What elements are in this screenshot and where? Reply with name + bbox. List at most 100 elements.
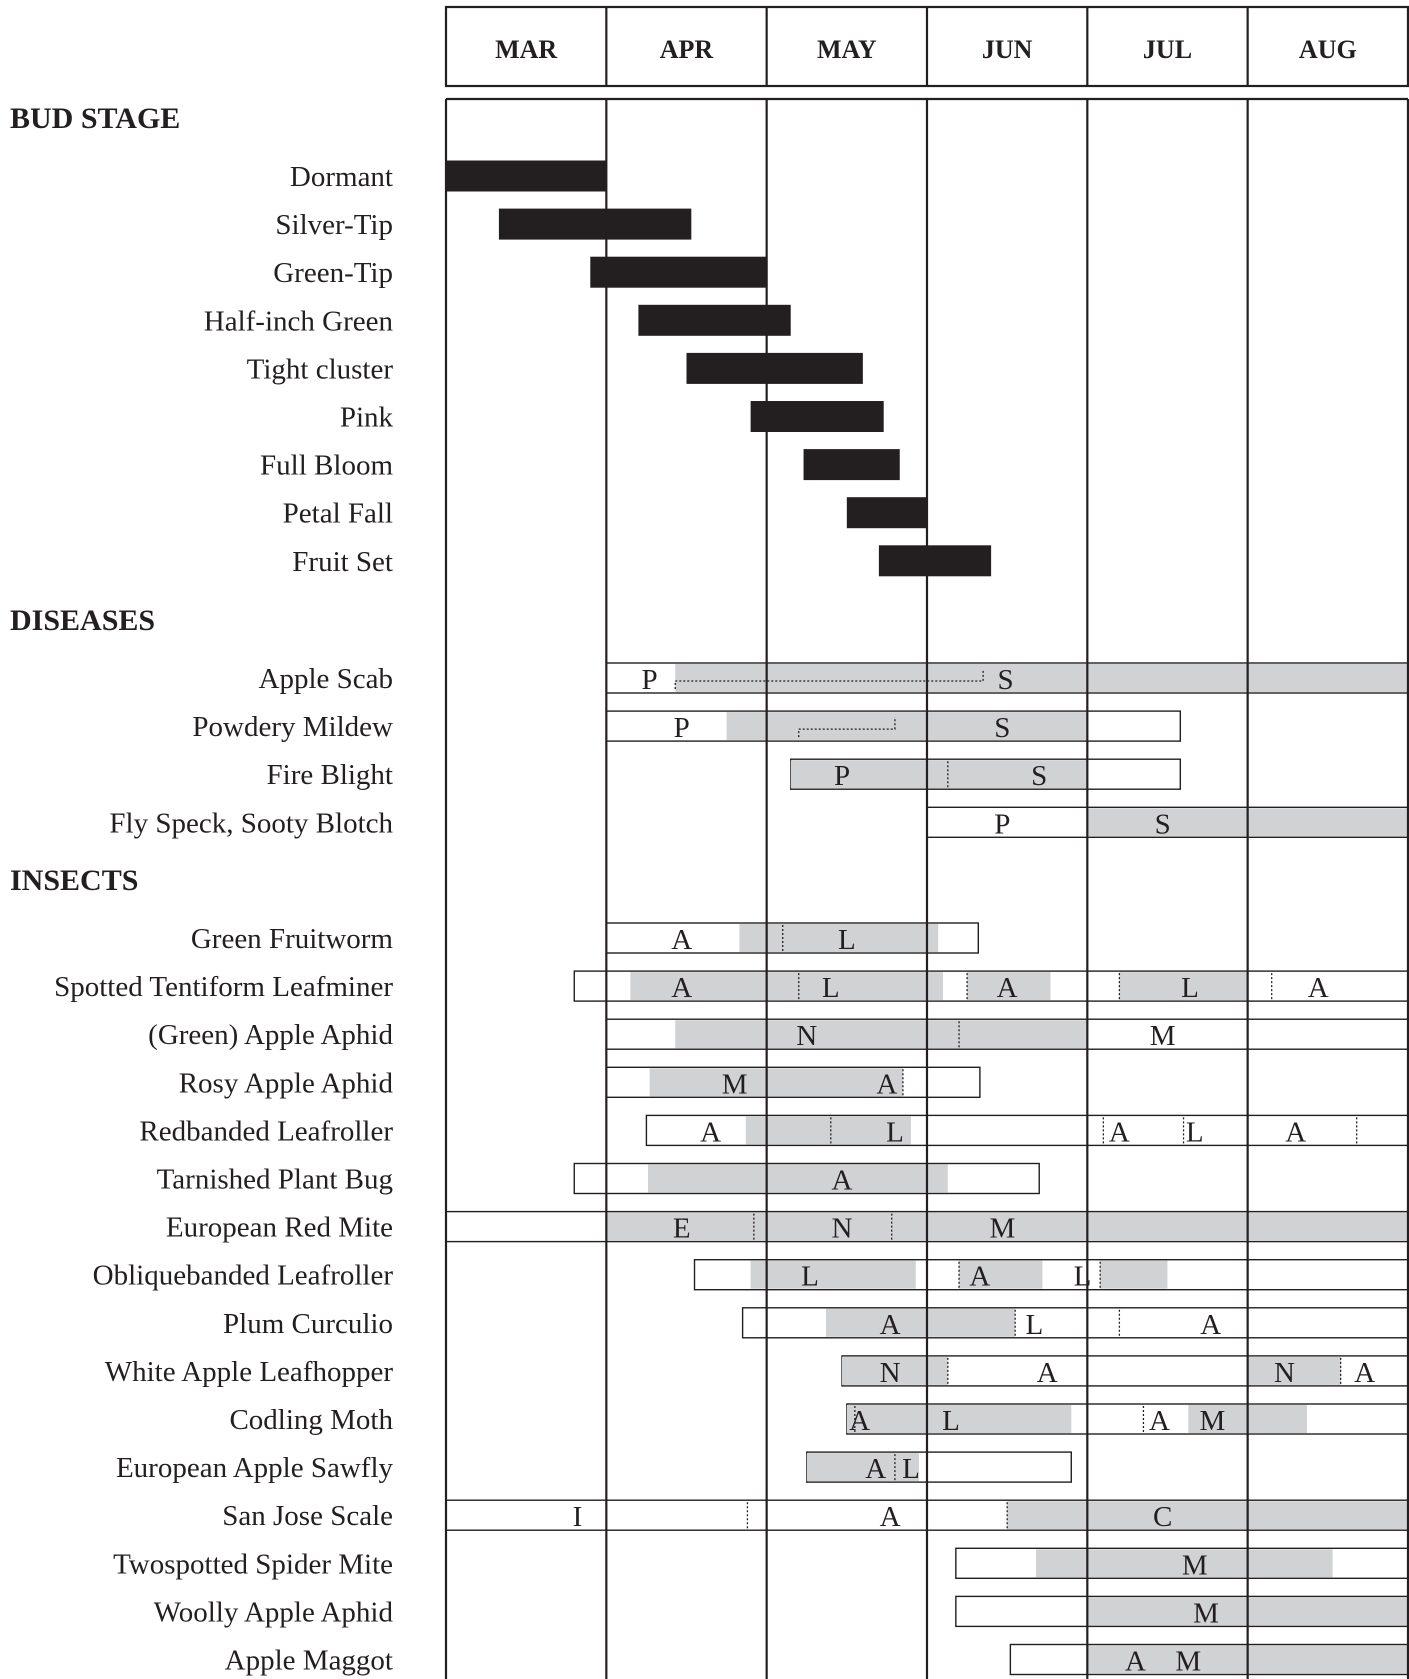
bud-stage-bar xyxy=(846,497,927,529)
month-label-aug: AUG xyxy=(1299,35,1357,64)
active-period-segment xyxy=(959,1260,1043,1289)
row-label: Obliquebanded Leafroller xyxy=(93,1260,394,1292)
stage-letter: S xyxy=(1155,808,1171,840)
stage-letter: M xyxy=(1175,1646,1201,1678)
stage-letter: N xyxy=(880,1357,901,1389)
stage-letter: L xyxy=(1074,1261,1092,1293)
stage-letter: A xyxy=(997,972,1018,1004)
bud-stage-bar xyxy=(446,160,607,192)
row-label: Pink xyxy=(340,402,394,434)
stage-letter: A xyxy=(671,924,692,956)
row-label: Silver-Tip xyxy=(275,209,393,241)
month-label-may: MAY xyxy=(817,35,877,64)
row-label: Spotted Tentiform Leafminer xyxy=(54,971,393,1003)
infection-step-line xyxy=(674,669,984,689)
stage-letter: C xyxy=(1153,1501,1172,1533)
row-label: European Red Mite xyxy=(166,1212,393,1244)
stage-letter: M xyxy=(1150,1020,1176,1052)
stage-letter: N xyxy=(1274,1357,1295,1389)
active-period-segment xyxy=(630,972,944,1001)
row-label: Full Bloom xyxy=(260,450,393,482)
stage-letter: M xyxy=(1193,1597,1219,1629)
active-period-segment xyxy=(967,972,1051,1001)
active-period-segment xyxy=(842,1356,948,1385)
active-period-segment xyxy=(1007,1501,1408,1530)
active-period-segment xyxy=(675,664,1408,692)
active-period-segment xyxy=(606,1212,1408,1241)
section-title: INSECTS xyxy=(10,864,138,897)
stage-letter: A xyxy=(671,972,692,1004)
active-period-segment xyxy=(846,1405,1072,1433)
stage-letter: S xyxy=(997,664,1013,696)
row-label: Codling Moth xyxy=(229,1404,393,1436)
stage-letter: A xyxy=(865,1453,886,1485)
active-period-segment xyxy=(745,1116,911,1145)
stage-letter: P xyxy=(674,712,690,744)
active-period-segment xyxy=(1119,972,1248,1001)
row-label: European Apple Sawfly xyxy=(116,1452,394,1484)
stage-letter: L xyxy=(822,972,840,1004)
stage-letter: A xyxy=(849,1405,870,1437)
text-layer: MAR APR MAY JUN JUL AUG BUD STAGE Dormant Silver… xyxy=(10,35,1375,1678)
stage-letter: L xyxy=(801,1261,819,1293)
stage-letter: A xyxy=(1308,972,1329,1004)
grid-layer xyxy=(444,5,1409,1679)
active-period-segment xyxy=(750,1260,916,1289)
active-period-segment xyxy=(1100,1260,1168,1289)
stage-letter: M xyxy=(722,1068,748,1100)
row-label: Tight cluster xyxy=(247,353,394,385)
stage-letter: A xyxy=(1354,1357,1375,1389)
bud-stage-bar xyxy=(686,352,863,384)
row-label: Half-inch Green xyxy=(204,305,394,337)
bud-stage-bar xyxy=(803,449,900,481)
stage-letter: P xyxy=(834,760,850,792)
row-label: San Jose Scale xyxy=(222,1500,393,1532)
active-period-segment xyxy=(739,924,939,952)
bud-stage-bar xyxy=(638,304,791,336)
stage-letter: M xyxy=(989,1213,1015,1245)
active-period-segment xyxy=(1036,1549,1333,1578)
row-label: Rosy Apple Aphid xyxy=(179,1067,394,1099)
stage-letter: S xyxy=(1031,760,1047,792)
active-period-segment xyxy=(806,1453,919,1482)
active-period-segment xyxy=(649,1068,903,1097)
stage-letter: L xyxy=(1181,972,1199,1004)
stage-letter: S xyxy=(994,712,1010,744)
bars-layer xyxy=(445,160,1409,1676)
stage-letter: L xyxy=(1026,1309,1044,1341)
month-label-apr: APR xyxy=(660,35,714,64)
stage-letter: M xyxy=(1199,1405,1225,1437)
stage-letter: L xyxy=(838,924,856,956)
stage-letter: A xyxy=(880,1501,901,1533)
row-label: Woolly Apple Aphid xyxy=(154,1596,394,1628)
row-label: Apple Maggot xyxy=(225,1645,393,1677)
row-label: Redbanded Leafroller xyxy=(139,1115,393,1147)
stage-letter: P xyxy=(642,664,658,696)
stage-letter: A xyxy=(880,1309,901,1341)
stage-letter: A xyxy=(1109,1116,1130,1148)
stage-letter: A xyxy=(1125,1646,1146,1678)
active-period-segment xyxy=(790,760,1088,789)
stage-letter: L xyxy=(1186,1116,1204,1148)
stage-letter: N xyxy=(832,1213,853,1245)
stage-letter: P xyxy=(994,808,1010,840)
row-label: Green-Tip xyxy=(273,257,393,289)
stage-letter: N xyxy=(796,1020,817,1052)
month-label-jul: JUL xyxy=(1143,35,1192,64)
row-label: Fire Blight xyxy=(267,759,393,791)
row-label: Tarnished Plant Bug xyxy=(157,1164,393,1196)
row-label: Plum Curculio xyxy=(223,1308,393,1340)
active-period-segment xyxy=(675,1020,1088,1049)
row-label: Green Fruitworm xyxy=(191,923,394,955)
row-label: Petal Fall xyxy=(283,498,393,530)
row-label: White Apple Leafhopper xyxy=(105,1356,394,1388)
row-label: Powdery Mildew xyxy=(192,711,393,743)
stage-letter: E xyxy=(673,1213,691,1245)
bud-stage-bar xyxy=(750,401,884,432)
active-period-segment xyxy=(1247,1356,1341,1385)
month-label-mar: MAR xyxy=(495,35,557,64)
stage-letter: A xyxy=(969,1261,990,1293)
month-label-jun: JUN xyxy=(982,35,1033,64)
section-title: DISEASES xyxy=(10,604,155,637)
